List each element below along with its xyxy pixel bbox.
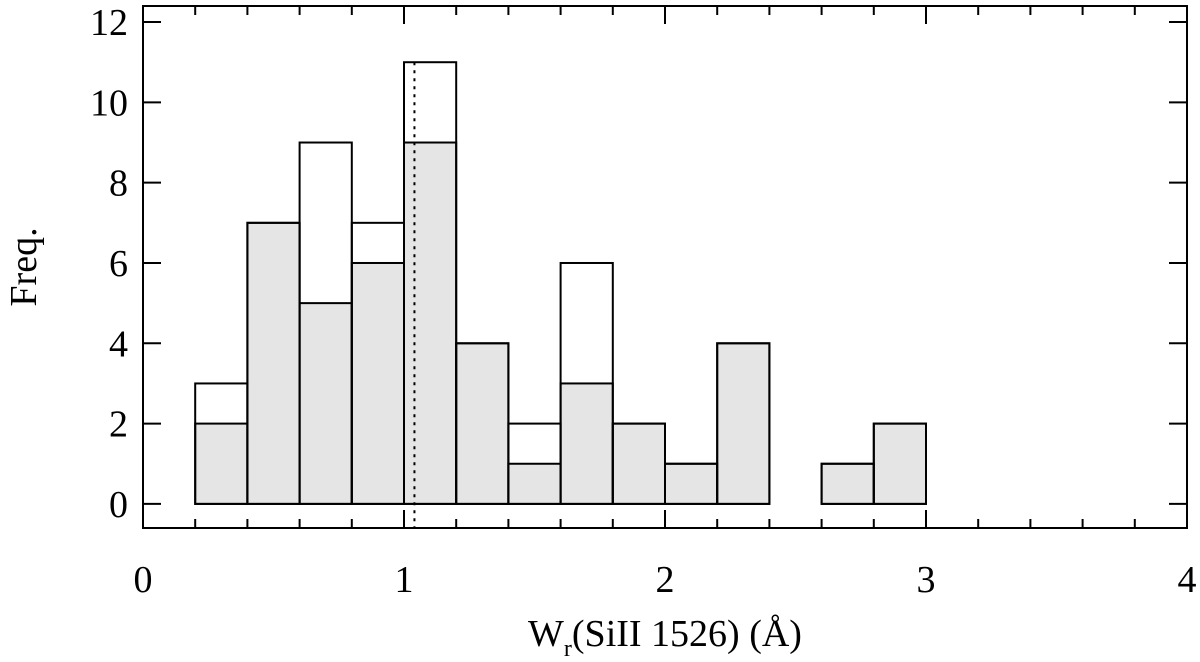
y-axis-label: Freq.: [3, 227, 45, 306]
outline-bar: [716, 342, 771, 505]
filled-bar: [611, 422, 666, 505]
filled-bar: [403, 141, 458, 505]
x-tick-labels: 0 1 2 3 4: [134, 559, 1197, 601]
x-tick-label: 4: [1178, 559, 1197, 601]
filled-bar: [820, 462, 875, 505]
x-tick-label: 0: [134, 559, 153, 601]
y-tick-label: 4: [109, 323, 128, 365]
outline-bar: [403, 61, 458, 505]
axis-ticks: [142, 6, 1188, 528]
x-axis-label: Wr(SiII 1526) (Å): [528, 613, 802, 662]
y-tick-label: 0: [109, 484, 128, 526]
filled-bar: [298, 302, 353, 505]
x-tick-label: 2: [656, 559, 675, 601]
y-tick-labels: 0 2 4 6 8 10 12: [90, 2, 128, 526]
outline-bar: [559, 261, 614, 505]
x-axis-label-main: W: [528, 613, 564, 655]
filled-histogram: [194, 141, 927, 505]
filled-bar: [872, 422, 927, 505]
filled-bar: [194, 422, 249, 505]
filled-bar: [559, 382, 614, 505]
x-axis-label-subscript: r: [564, 636, 572, 662]
x-tick-label: 3: [917, 559, 936, 601]
filled-bar: [455, 342, 510, 505]
y-tick-label: 12: [90, 2, 128, 44]
filled-bar: [716, 342, 771, 505]
filled-bar: [350, 261, 405, 505]
y-tick-label: 10: [90, 82, 128, 124]
outline-bar: [872, 422, 927, 505]
filled-bar: [246, 221, 301, 505]
x-tick-label: 1: [395, 559, 414, 601]
x-axis-label-rest: (SiII 1526) (Å): [572, 613, 802, 655]
y-tick-label: 8: [109, 163, 128, 205]
filled-bar: [664, 462, 719, 505]
filled-bar: [507, 462, 562, 505]
outline-histogram: [194, 61, 927, 505]
y-tick-label: 6: [109, 243, 128, 285]
y-tick-label: 2: [109, 404, 128, 446]
